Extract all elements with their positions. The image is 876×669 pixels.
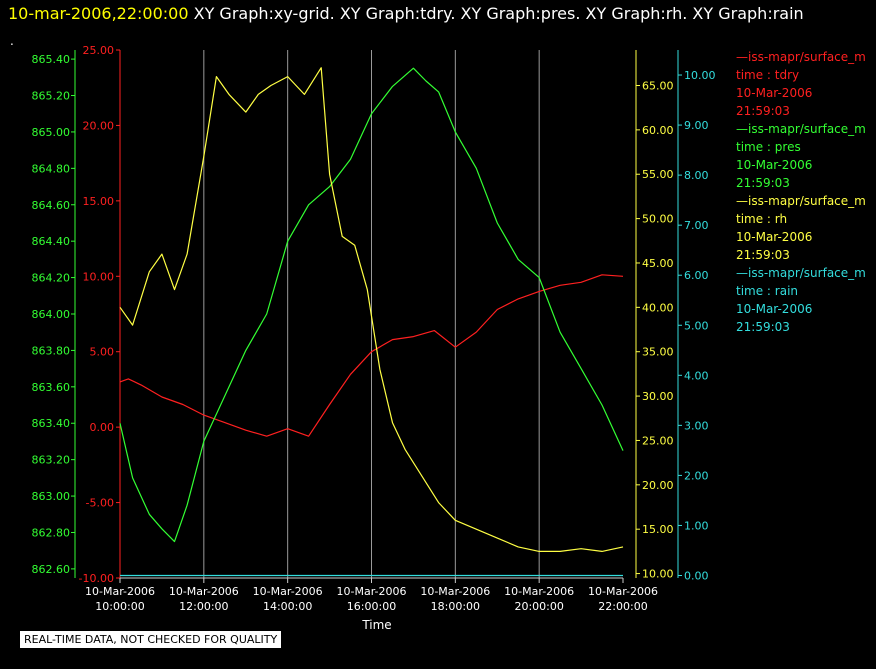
- x-tick-time: 22:00:00: [598, 600, 647, 613]
- quality-note: REAL-TIME DATA, NOT CHECKED FOR QUALITY: [20, 631, 282, 648]
- x-tick-date: 10-Mar-2006: [169, 585, 239, 598]
- legend-source: —iss-mapr/surface_m: [736, 266, 866, 280]
- rh-tick-label: 45.00: [642, 257, 674, 270]
- pres-tick-label: 864.60: [32, 199, 71, 212]
- rain-tick-label: 0.00: [684, 569, 709, 582]
- x-tick-time: 14:00:00: [263, 600, 312, 613]
- x-tick-time: 18:00:00: [431, 600, 480, 613]
- x-tick-date: 10-Mar-2006: [337, 585, 407, 598]
- rh-tick-label: 30.00: [642, 390, 674, 403]
- rh-tick-label: 20.00: [642, 479, 674, 492]
- legend-source: —iss-mapr/surface_m: [736, 122, 866, 136]
- rain-tick-label: 2.00: [684, 469, 709, 482]
- pres-tick-label: 864.80: [32, 162, 71, 175]
- rain-tick-label: 10.00: [684, 69, 716, 82]
- legend-source: —iss-mapr/surface_m: [736, 194, 866, 208]
- rh-tick-label: 60.00: [642, 124, 674, 137]
- x-tick-date: 10-Mar-2006: [85, 585, 155, 598]
- tdry-tick-label: -5.00: [86, 497, 114, 510]
- pres-tick-label: 863.80: [32, 344, 71, 357]
- rh-tick-label: 35.00: [642, 346, 674, 359]
- tdry-tick-label: 5.00: [90, 346, 115, 359]
- legend-time: 21:59:03: [736, 104, 790, 118]
- rh-axis: 10.00 15.00 20.00 25.00 30.00 35.00 40.00 45.00…: [635, 50, 674, 581]
- legend-date: 10-Mar-2006: [736, 230, 813, 244]
- rh-tick-label: 55.00: [642, 168, 674, 181]
- x-tick-time: 10:00:00: [95, 600, 144, 613]
- x-tick-time: 12:00:00: [179, 600, 228, 613]
- tdry-tick-label: 15.00: [83, 195, 115, 208]
- pres-tick-label: 865.00: [32, 126, 71, 139]
- rain-tick-label: 3.00: [684, 419, 709, 432]
- pres-axis: 862.60 862.80 863.00 863.20 863.40 863.60 863.…: [32, 50, 76, 578]
- pres-tick-label: 864.40: [32, 235, 71, 248]
- legend-var: time : pres: [736, 140, 801, 154]
- tdry-tick-label: 0.00: [90, 421, 115, 434]
- header-graph-list: XY Graph:xy-grid. XY Graph:tdry. XY Grap…: [193, 4, 804, 23]
- pres-tick-label: 862.60: [32, 563, 71, 576]
- x-tick-date: 10-Mar-2006: [504, 585, 574, 598]
- pres-tick-label: 865.40: [32, 53, 71, 66]
- series-line-pres: [119, 67, 624, 543]
- series-line-tdry: [119, 274, 624, 437]
- legend-time: 21:59:03: [736, 248, 790, 262]
- rh-tick-label: 10.00: [642, 568, 674, 581]
- rain-tick-label: 6.00: [684, 269, 709, 282]
- tdry-tick-label: -10.00: [79, 572, 114, 585]
- rh-tick-label: 65.00: [642, 79, 674, 92]
- legend-time: 21:59:03: [736, 176, 790, 190]
- rh-tick-label: 15.00: [642, 523, 674, 536]
- rain-tick-label: 8.00: [684, 169, 709, 182]
- tdry-axis: -10.00 -5.00 0.00 5.00 10.00 15.00 20.00 25.00: [79, 44, 121, 585]
- rain-tick-label: 9.00: [684, 119, 709, 132]
- legend-time: 21:59:03: [736, 320, 790, 334]
- x-axis-label: Time: [361, 618, 391, 632]
- x-tick-date: 10-Mar-2006: [588, 585, 658, 598]
- rain-tick-label: 5.00: [684, 319, 709, 332]
- rain-axis: 0.00 1.00 2.00 3.00 4.00 5.00 6.00 7.00 8.00 9.00…: [677, 50, 716, 582]
- rh-tick-label: 40.00: [642, 301, 674, 314]
- pres-tick-label: 863.20: [32, 454, 71, 467]
- pres-tick-label: 864.20: [32, 272, 71, 285]
- legend-var: time : rain: [736, 284, 799, 298]
- legend-date: 10-Mar-2006: [736, 158, 813, 172]
- rain-tick-label: 4.00: [684, 369, 709, 382]
- rh-tick-label: 50.00: [642, 213, 674, 226]
- pres-tick-label: 863.40: [32, 417, 71, 430]
- x-tick-date: 10-Mar-2006: [420, 585, 490, 598]
- chart-header: 10-mar-2006,22:00:00 XY Graph:xy-grid. X…: [8, 4, 804, 23]
- pres-tick-label: 864.00: [32, 308, 71, 321]
- pres-tick-label: 862.80: [32, 526, 71, 539]
- tdry-tick-label: 25.00: [83, 44, 115, 57]
- legend-var: time : rh: [736, 212, 788, 226]
- tdry-tick-label: 20.00: [83, 119, 115, 132]
- series-line-rh: [119, 67, 624, 553]
- header-timestamp: 10-mar-2006,22:00:00: [8, 4, 189, 23]
- x-tick-date: 10-Mar-2006: [253, 585, 323, 598]
- pres-tick-label: 863.60: [32, 381, 71, 394]
- x-tick-time: 16:00:00: [347, 600, 396, 613]
- x-tick-time: 20:00:00: [514, 600, 563, 613]
- rain-tick-label: 1.00: [684, 519, 709, 532]
- header-dot: .: [10, 34, 14, 48]
- legend-source: —iss-mapr/surface_m: [736, 50, 866, 64]
- rh-tick-label: 25.00: [642, 434, 674, 447]
- legend-date: 10-Mar-2006: [736, 86, 813, 100]
- pres-tick-label: 865.20: [32, 90, 71, 103]
- legend-var: time : tdry: [736, 68, 800, 82]
- legend-date: 10-Mar-2006: [736, 302, 813, 316]
- rain-tick-label: 7.00: [684, 219, 709, 232]
- tdry-tick-label: 10.00: [83, 270, 115, 283]
- pres-tick-label: 863.00: [32, 490, 71, 503]
